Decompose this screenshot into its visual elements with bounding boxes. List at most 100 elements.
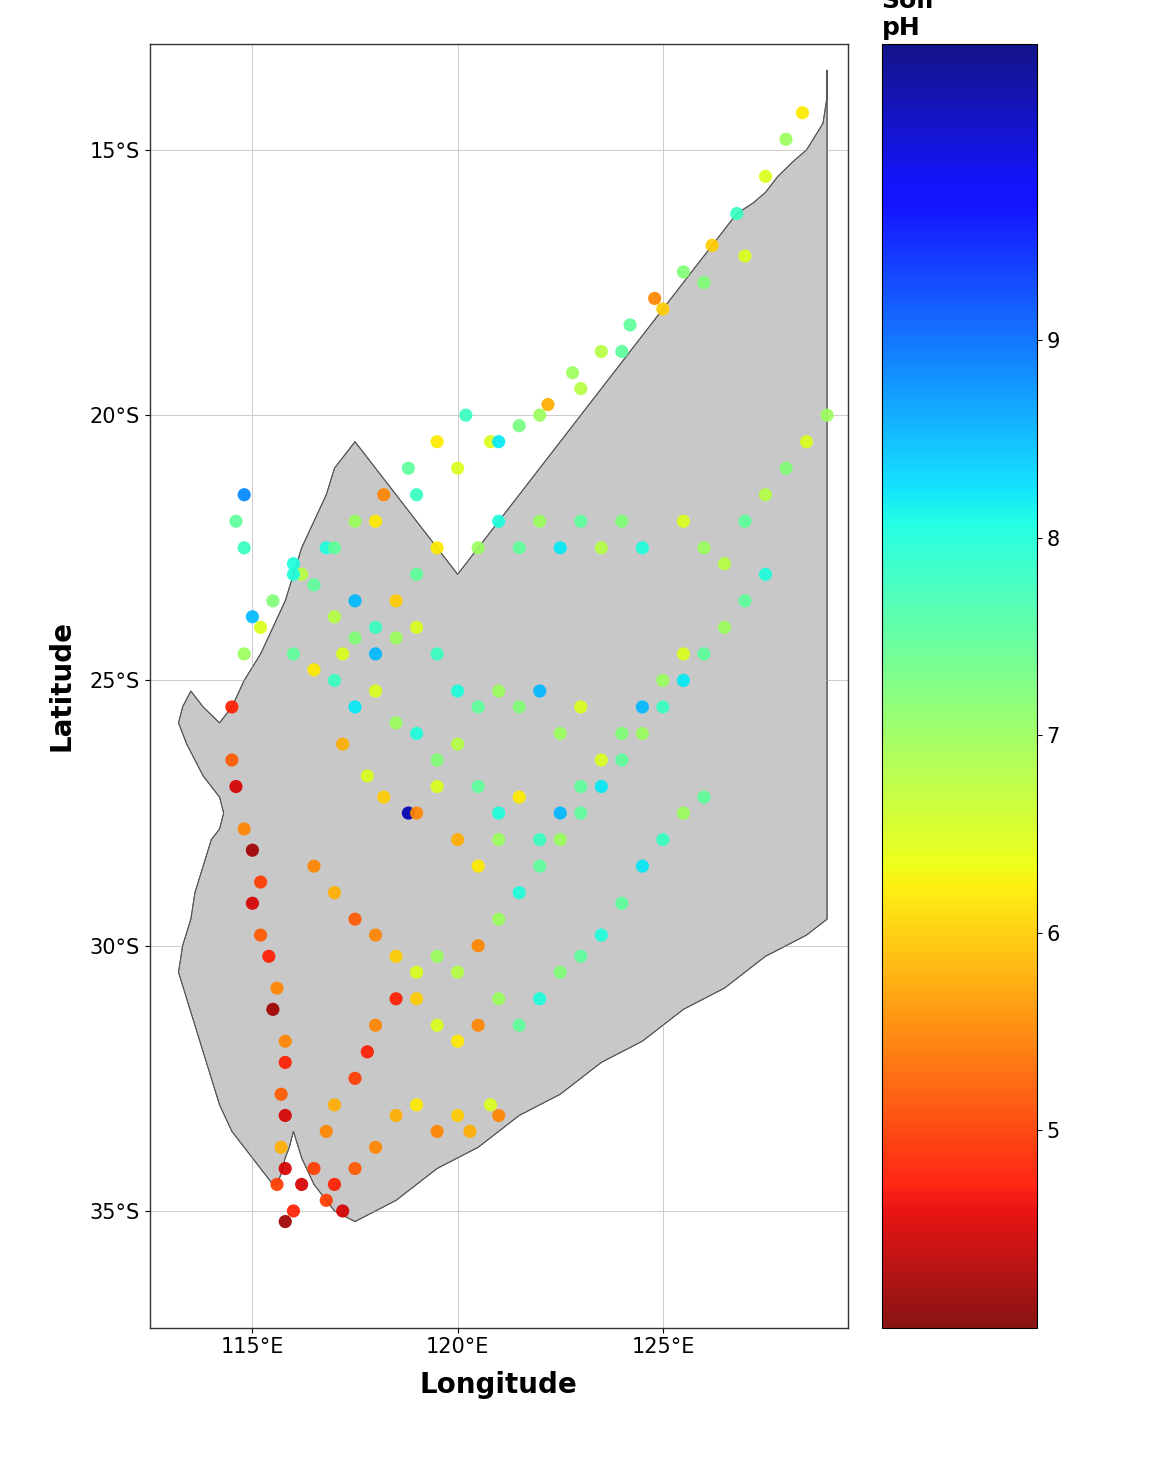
Point <box>469 535 487 559</box>
Point <box>448 960 467 983</box>
Point <box>613 509 631 533</box>
Point <box>757 165 775 188</box>
Point <box>674 642 692 665</box>
Point <box>374 785 393 808</box>
Point <box>346 1157 364 1180</box>
Point <box>317 535 335 559</box>
Point <box>285 642 303 665</box>
Point <box>285 563 303 587</box>
Point <box>251 871 270 894</box>
Point <box>571 696 590 719</box>
Point <box>539 392 558 416</box>
Point <box>366 1135 385 1158</box>
Point <box>510 696 529 719</box>
Point <box>674 668 692 692</box>
Point <box>653 827 672 851</box>
Point <box>427 944 446 967</box>
Point <box>645 287 664 311</box>
Point <box>490 907 508 931</box>
Point <box>366 924 385 947</box>
Point <box>571 801 590 824</box>
Point <box>243 891 262 915</box>
Point <box>346 509 364 533</box>
Point <box>358 1040 377 1064</box>
Point <box>674 801 692 824</box>
Point <box>551 801 569 824</box>
Point <box>427 1014 446 1037</box>
Point <box>346 589 364 613</box>
Point <box>346 696 364 719</box>
Point <box>563 360 582 384</box>
Point <box>448 732 467 756</box>
Point <box>235 817 253 840</box>
Point <box>235 535 253 559</box>
Point <box>374 483 393 506</box>
Point <box>490 1104 508 1128</box>
Point <box>366 680 385 703</box>
Point <box>276 1210 295 1233</box>
X-axis label: Longitude: Longitude <box>419 1371 577 1399</box>
Point <box>366 509 385 533</box>
Point <box>818 404 836 427</box>
Point <box>325 535 343 559</box>
Point <box>456 404 475 427</box>
Point <box>634 696 652 719</box>
Point <box>736 509 755 533</box>
Point <box>325 881 343 905</box>
Point <box>551 827 569 851</box>
Point <box>408 801 426 824</box>
Point <box>387 626 406 649</box>
Polygon shape <box>179 70 827 1221</box>
Point <box>469 1014 487 1037</box>
Point <box>448 680 467 703</box>
Point <box>222 748 241 772</box>
Point <box>531 827 550 851</box>
Point <box>490 801 508 824</box>
Point <box>387 944 406 967</box>
Point <box>551 535 569 559</box>
Point <box>325 1173 343 1196</box>
Point <box>243 839 262 862</box>
Point <box>408 722 426 746</box>
Point <box>325 668 343 692</box>
Point <box>469 775 487 798</box>
Point <box>634 722 652 746</box>
Point <box>510 535 529 559</box>
Point <box>634 535 652 559</box>
Point <box>695 535 713 559</box>
Point <box>333 1199 351 1223</box>
Point <box>571 775 590 798</box>
Point <box>285 1199 303 1223</box>
Point <box>613 722 631 746</box>
Point <box>510 1014 529 1037</box>
Point <box>448 1104 467 1128</box>
Point <box>757 563 775 587</box>
Point <box>408 616 426 639</box>
Point <box>653 668 672 692</box>
Point <box>387 711 406 734</box>
Point <box>490 430 508 454</box>
Point <box>653 298 672 321</box>
Point <box>469 696 487 719</box>
Point <box>461 1119 479 1142</box>
Point <box>695 785 713 808</box>
Point <box>728 201 746 225</box>
Point <box>571 509 590 533</box>
Point <box>305 573 324 597</box>
Point <box>227 775 245 798</box>
Point <box>776 127 795 150</box>
Point <box>276 1157 295 1180</box>
Point <box>490 988 508 1011</box>
Point <box>346 907 364 931</box>
Point <box>634 855 652 878</box>
Point <box>674 509 692 533</box>
Point <box>243 605 262 629</box>
Point <box>469 934 487 957</box>
Point <box>264 998 282 1021</box>
Point <box>285 552 303 575</box>
Point <box>797 430 816 454</box>
Point <box>408 483 426 506</box>
Point <box>757 483 775 506</box>
Point <box>531 509 550 533</box>
Point <box>715 616 734 639</box>
